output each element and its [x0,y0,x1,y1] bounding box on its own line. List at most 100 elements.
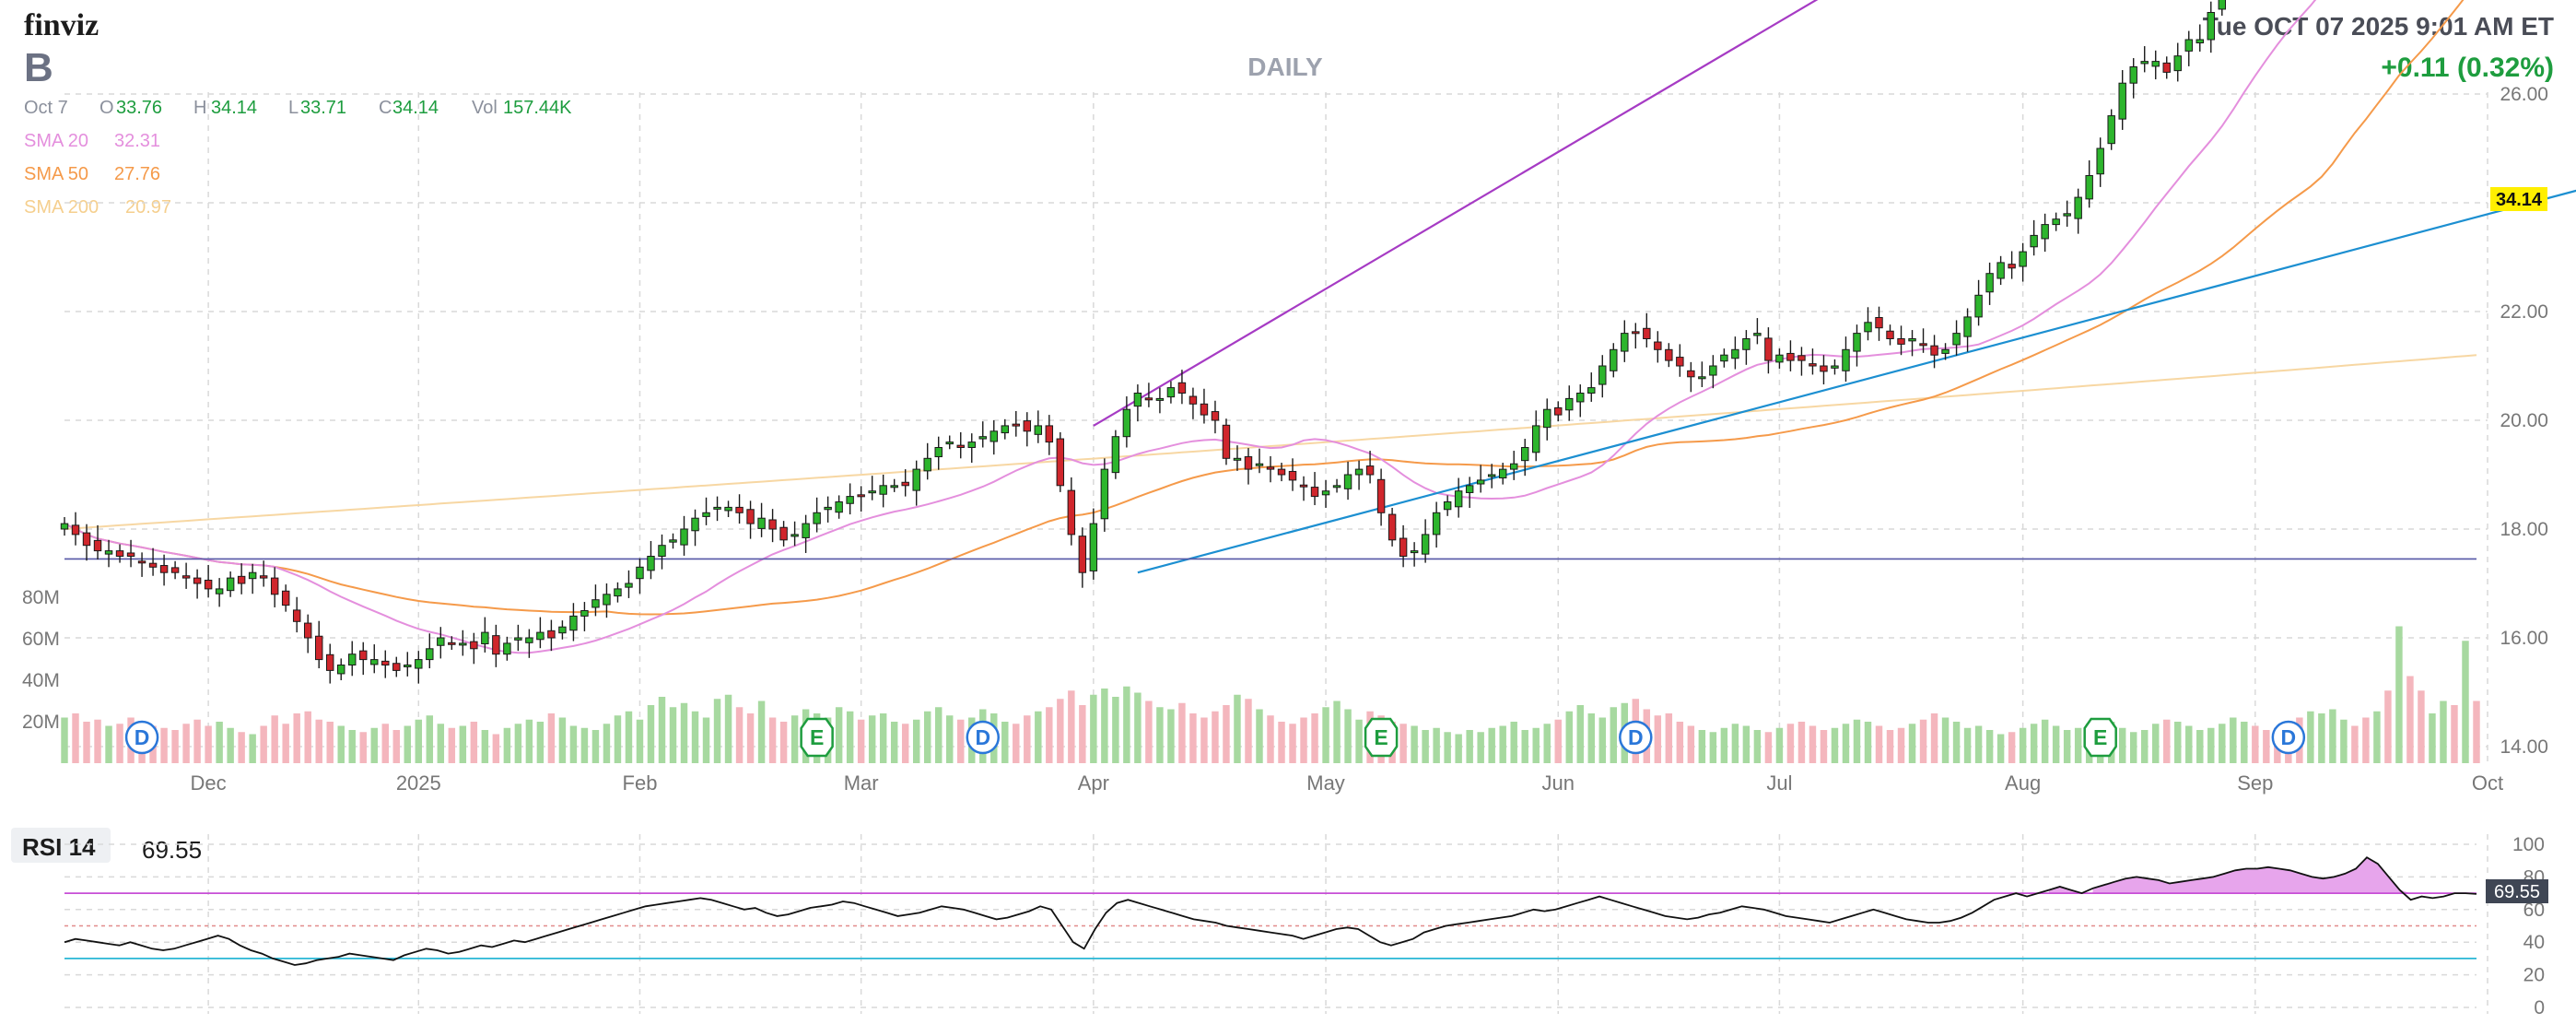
candle-body [790,534,799,537]
volume-tick-label: 60M [22,629,60,650]
candle-body [1277,468,1286,476]
volume-bar [1797,722,1806,763]
candle-body [768,519,777,530]
candle-body [1952,333,1961,346]
candle-body [1985,273,1994,293]
candle-body [470,641,478,650]
volume-bar [1145,700,1153,763]
volume-bar [315,719,322,763]
candle-body [2184,39,2193,52]
dividend-marker-label: D [135,725,150,749]
candle-body [348,653,357,666]
volume-bar [1820,730,1828,763]
volume-bar [94,719,101,763]
volume-bar [293,713,300,763]
volume-bar [1698,730,1706,763]
candle-body [292,609,301,622]
candle-body [1897,338,1905,345]
rsi-tick-label: 100 [2512,834,2545,855]
candle-body [1376,478,1386,513]
volume-tick-label: 20M [22,712,60,733]
volume-bar [1344,709,1352,763]
volume-bar [923,711,931,763]
sma-200-label: SMA 200 [24,197,99,218]
sma-50-line [64,0,2465,616]
volume-bar [547,713,556,763]
volume-bar [1433,727,1440,763]
candle-body [237,575,246,584]
timeframe-label: DAILY [1247,53,1323,81]
volume-bar [1444,732,1451,763]
volume-bar [271,715,278,763]
candle-body [314,635,323,661]
volume-bar [790,715,799,763]
candle-body [404,665,412,667]
candle-body [459,642,467,646]
volume-bar [392,730,400,763]
volume-bar [1256,709,1263,763]
ohlc-open-value: 33.76 [116,98,162,118]
volume-bar [669,707,677,763]
candle-body [1211,411,1220,421]
candle-body [1244,456,1253,470]
candle-body [1775,354,1784,363]
volume-bar [1200,717,1208,763]
volume-bar [2118,727,2126,763]
volume-bar [1930,713,1938,763]
ohlc-open-label: O [100,98,114,118]
candle-body [1864,322,1872,333]
candle-body [2030,234,2038,248]
candle-body [713,506,721,510]
candle-body [381,660,390,665]
sma-legend: SMA 20 32.31 SMA 50 27.76 SMA 200 20.97 [24,131,171,218]
candle-body [614,588,622,597]
candle-body [536,631,544,641]
volume-bar [1764,732,1773,763]
volume-bar [205,725,212,763]
volume-bar [569,725,578,763]
dividend-marker [1619,720,1653,755]
candle-body [558,626,567,634]
volume-bar [1731,724,1739,763]
volume-tick-label: 80M [22,587,60,608]
volume-bar [1477,732,1484,763]
volume-bars [61,626,2480,763]
candle-body [901,481,909,487]
candle-body [1974,294,1983,318]
candle-body [1720,354,1728,362]
candle-body [846,496,854,504]
volume-bar [2019,727,2027,763]
volume-bar [603,724,611,763]
volume-bar [160,727,168,763]
candle-body [724,506,732,512]
candle-body [1133,393,1142,407]
finviz-logo[interactable]: finviz [24,8,99,42]
volume-bar [2329,709,2336,763]
rsi-current-value: 69.55 [142,836,202,864]
candle-body [636,566,644,580]
candle-body [1177,382,1187,394]
candle-body [1343,474,1352,489]
volume-bar [658,697,666,763]
candle-body [967,441,976,449]
dividend-marker [124,720,159,755]
volume-bar [2230,717,2237,763]
volume-bar [326,722,334,763]
volume-bar [890,722,898,763]
volume-bar [1156,707,1164,763]
candle-body [82,532,91,547]
candle-body [989,430,998,442]
candle-body [1531,425,1540,453]
volume-bar [370,727,378,763]
volume-bar [1897,727,1905,763]
candle-body [1255,463,1264,466]
candle-body [1067,489,1076,536]
volume-bar [2340,719,2348,763]
candle-body [1930,345,1938,356]
volume-bar [481,730,489,763]
volume-bar [1831,727,1839,763]
candle-body [757,517,766,529]
candle-body [2008,264,2016,269]
